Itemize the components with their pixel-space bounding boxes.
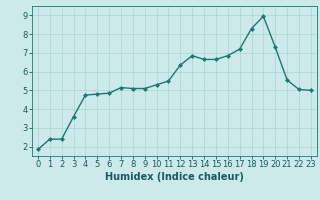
X-axis label: Humidex (Indice chaleur): Humidex (Indice chaleur) xyxy=(105,172,244,182)
